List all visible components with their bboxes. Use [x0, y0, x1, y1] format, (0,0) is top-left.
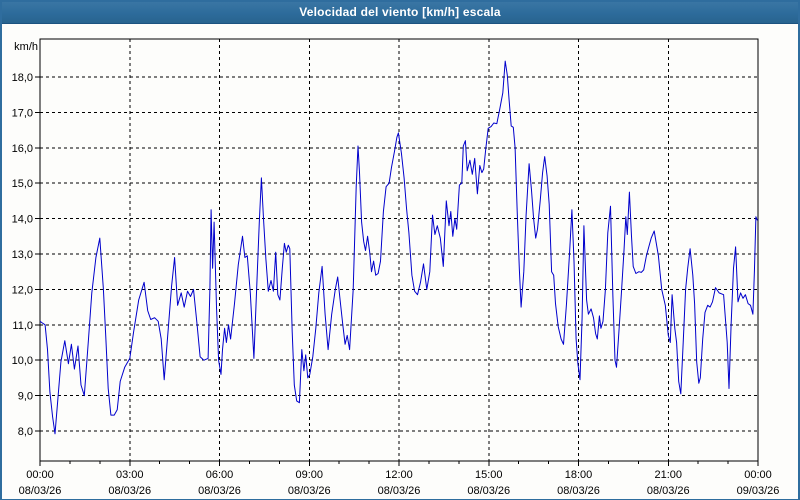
plot-border	[39, 38, 759, 462]
x-tick-time-label: 06:00	[206, 469, 234, 481]
y-tick-label: 16,0	[12, 143, 33, 155]
x-tick-time-label: 15:00	[475, 469, 503, 481]
y-axis-unit-label: km/h	[14, 41, 38, 53]
x-tick-date-label: 08/03/26	[647, 485, 690, 497]
x-tick-time-label: 18:00	[565, 469, 593, 481]
wind-speed-line-chart: 18,0 17,0 16,0 15,0 14,0 13,0 12,0 11,0 10,0 9,0 8…	[2, 24, 798, 499]
x-tick-date-label: 08/03/26	[108, 485, 151, 497]
y-tick-label: 13,0	[12, 249, 33, 261]
x-tick-date-label: 08/03/26	[557, 485, 600, 497]
x-tick-date-label: 08/03/26	[198, 485, 241, 497]
x-tick-time-label: 12:00	[385, 469, 413, 481]
y-tick-label: 14,0	[12, 214, 33, 226]
x-tick-date-label: 08/03/26	[378, 485, 421, 497]
wind-speed-series-line	[39, 60, 758, 435]
window-title: Velocidad del viento [km/h] escala	[299, 5, 501, 19]
y-tick-label: 12,0	[12, 284, 33, 296]
y-tick-label: 11,0	[12, 320, 33, 332]
x-tick-date-label: 08/03/26	[288, 485, 331, 497]
x-tick-date-label: 08/03/26	[467, 485, 510, 497]
x-tick-date-label: 08/03/26	[19, 485, 62, 497]
chart-area: 18,0 17,0 16,0 15,0 14,0 13,0 12,0 11,0 10,0 9,0 8…	[2, 24, 798, 499]
x-tick-time-label: 00:00	[744, 469, 772, 481]
x-tick-date-label: 09/03/26	[737, 485, 780, 497]
y-tick-label: 15,0	[12, 178, 33, 190]
y-tick-label: 8,0	[18, 426, 33, 438]
x-tick-time-label: 21:00	[654, 469, 682, 481]
y-tick-label: 10,0	[12, 355, 33, 367]
chart-background	[2, 24, 798, 499]
y-tick-label: 17,0	[12, 107, 33, 119]
x-tick-time-label: 09:00	[295, 469, 323, 481]
x-tick-time-label: 03:00	[116, 469, 144, 481]
x-tick-time-label: 00:00	[26, 469, 54, 481]
window-title-bar: Velocidad del viento [km/h] escala	[2, 2, 798, 24]
y-tick-label: 9,0	[18, 391, 33, 403]
y-tick-label: 18,0	[12, 72, 33, 84]
